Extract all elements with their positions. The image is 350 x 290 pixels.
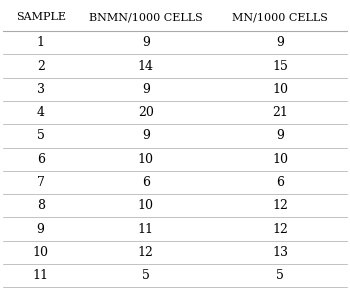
Text: 5: 5 — [37, 129, 44, 142]
Text: 8: 8 — [37, 199, 45, 212]
Text: 9: 9 — [142, 129, 150, 142]
Text: 12: 12 — [272, 222, 288, 235]
Text: 6: 6 — [37, 153, 45, 166]
Text: 15: 15 — [272, 60, 288, 72]
Text: 10: 10 — [33, 246, 49, 259]
Text: 10: 10 — [272, 153, 288, 166]
Text: 10: 10 — [138, 199, 154, 212]
Text: 9: 9 — [276, 129, 284, 142]
Text: 21: 21 — [272, 106, 288, 119]
Text: MN/1000 CELLS: MN/1000 CELLS — [232, 12, 328, 22]
Text: 9: 9 — [142, 36, 150, 49]
Text: SAMPLE: SAMPLE — [16, 12, 66, 22]
Text: 5: 5 — [276, 269, 284, 282]
Text: 11: 11 — [138, 222, 154, 235]
Text: 6: 6 — [276, 176, 284, 189]
Text: 10: 10 — [272, 83, 288, 96]
Text: 12: 12 — [138, 246, 154, 259]
Text: 10: 10 — [138, 153, 154, 166]
Text: 4: 4 — [37, 106, 45, 119]
Text: 11: 11 — [33, 269, 49, 282]
Text: 14: 14 — [138, 60, 154, 72]
Text: 7: 7 — [37, 176, 44, 189]
Text: 9: 9 — [142, 83, 150, 96]
Text: 3: 3 — [37, 83, 45, 96]
Text: 9: 9 — [37, 222, 44, 235]
Text: 5: 5 — [142, 269, 150, 282]
Text: 1: 1 — [37, 36, 45, 49]
Text: 9: 9 — [276, 36, 284, 49]
Text: 6: 6 — [142, 176, 150, 189]
Text: 13: 13 — [272, 246, 288, 259]
Text: 12: 12 — [272, 199, 288, 212]
Text: 20: 20 — [138, 106, 154, 119]
Text: BNMN/1000 CELLS: BNMN/1000 CELLS — [89, 12, 203, 22]
Text: 2: 2 — [37, 60, 44, 72]
